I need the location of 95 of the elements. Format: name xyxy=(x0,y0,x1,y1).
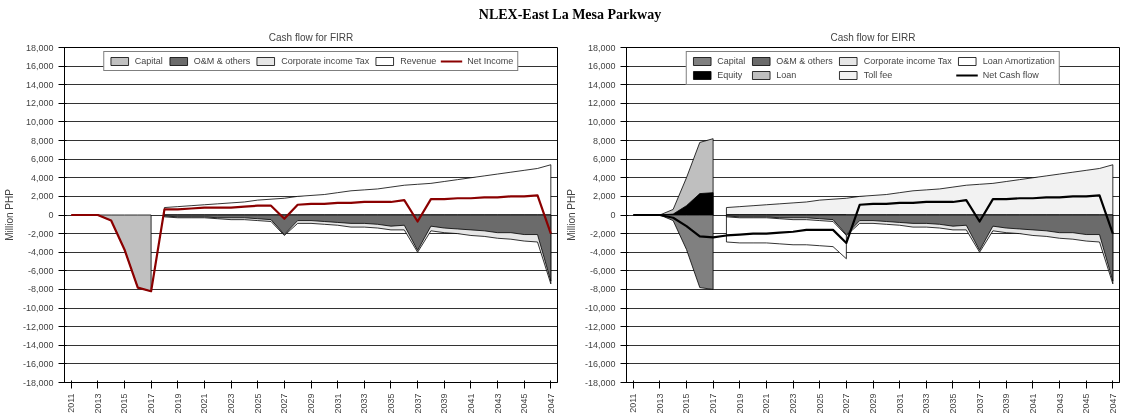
x-tick-label: 2043 xyxy=(1054,393,1065,414)
y-tick-label: 0 xyxy=(48,210,54,220)
x-tick-label: 2047 xyxy=(545,393,556,414)
y-tick-label: 18,000 xyxy=(25,42,54,53)
y-tick-label: -4,000 xyxy=(589,247,616,258)
x-tick-label: 2025 xyxy=(814,393,825,414)
chart-title: Cash flow for FIRR xyxy=(268,31,354,43)
y-tick-label: -8,000 xyxy=(27,284,54,295)
x-tick-label: 2011 xyxy=(628,393,639,413)
y-tick-label: -12,000 xyxy=(584,321,616,332)
y-tick-label: 12,000 xyxy=(25,98,54,109)
x-tick-label: 2043 xyxy=(492,393,503,414)
y-tick-label: 2,000 xyxy=(30,191,54,202)
chart-title: Cash flow for EIRR xyxy=(830,31,916,43)
y-tick-label: -4,000 xyxy=(27,247,54,258)
y-tick-label: -8,000 xyxy=(589,284,616,295)
x-tick-label: 2027 xyxy=(841,393,852,414)
y-tick-label: 8,000 xyxy=(592,135,616,146)
x-tick-label: 2041 xyxy=(1027,393,1038,414)
legend-label: Loan Amortization xyxy=(982,56,1055,66)
y-tick-label: 6,000 xyxy=(592,154,616,165)
y-axis-title: Million PHP xyxy=(565,188,577,241)
x-tick-label: 2035 xyxy=(385,393,396,414)
y-tick-label: 8,000 xyxy=(30,135,54,146)
legend-label: Corporate income Tax xyxy=(281,56,370,66)
legend-label: O&M & others xyxy=(193,56,251,66)
x-tick-label: 2031 xyxy=(894,393,905,414)
x-tick-label: 2011 xyxy=(66,393,77,413)
x-tick-label: 2041 xyxy=(465,393,476,414)
x-tick-label: 2017 xyxy=(708,393,719,414)
y-tick-label: 2,000 xyxy=(592,191,616,202)
y-tick-label: -12,000 xyxy=(22,321,54,332)
x-tick-label: 2047 xyxy=(1107,393,1118,414)
x-tick-label: 2023 xyxy=(226,393,237,414)
y-tick-label: -2,000 xyxy=(27,228,54,239)
x-tick-label: 2021 xyxy=(199,393,210,414)
y-tick-label: 16,000 xyxy=(587,61,616,72)
legend-label: Net Cash flow xyxy=(982,70,1039,80)
y-tick-label: 14,000 xyxy=(25,79,54,90)
y-tick-label: -10,000 xyxy=(584,303,616,314)
y-tick-label: -16,000 xyxy=(584,358,616,369)
y-tick-label: -6,000 xyxy=(589,265,616,276)
y-tick-label: -6,000 xyxy=(27,265,54,276)
x-tick-label: 2013 xyxy=(654,393,665,414)
x-tick-label: 2045 xyxy=(1081,393,1092,414)
x-tick-label: 2029 xyxy=(306,393,316,414)
legend-label: Revenue xyxy=(400,56,437,66)
legend-label: Net Income xyxy=(467,56,514,66)
x-tick-label: 2019 xyxy=(172,393,183,414)
y-tick-label: -10,000 xyxy=(22,303,54,314)
y-tick-label: -14,000 xyxy=(584,340,616,351)
x-tick-label: 2037 xyxy=(974,393,985,414)
y-tick-label: 18,000 xyxy=(587,42,616,53)
x-tick-label: 2013 xyxy=(92,393,103,414)
y-tick-label: 4,000 xyxy=(30,172,54,183)
y-tick-label: 10,000 xyxy=(587,116,616,127)
legend-label: Toll fee xyxy=(863,70,893,80)
x-tick-label: 2045 xyxy=(519,393,530,414)
chart-subtitle: NLEX-East La Mesa Parkway xyxy=(478,6,662,24)
legend-label: O&M & others xyxy=(776,56,833,66)
x-tick-label: 2025 xyxy=(252,393,263,414)
y-tick-label: -14,000 xyxy=(22,340,54,351)
legend-label: Capital xyxy=(134,56,163,66)
y-tick-label: 0 xyxy=(610,210,616,220)
x-tick-label: 2033 xyxy=(921,393,932,414)
y-tick-label: -18,000 xyxy=(22,377,54,388)
x-tick-label: 2019 xyxy=(734,393,745,414)
x-tick-label: 2029 xyxy=(868,393,878,414)
x-tick-label: 2039 xyxy=(439,393,450,414)
y-tick-label: 6,000 xyxy=(30,154,54,165)
legend-label: Capital xyxy=(717,56,746,66)
x-tick-label: 2031 xyxy=(332,393,343,414)
line-series xyxy=(70,194,552,293)
x-tick-label: 2021 xyxy=(761,393,772,414)
y-axis-title: Million PHP xyxy=(3,188,15,241)
x-tick-label: 2015 xyxy=(681,393,692,414)
y-tick-label: -16,000 xyxy=(22,358,54,369)
x-tick-label: 2027 xyxy=(279,393,290,414)
y-tick-label: 14,000 xyxy=(587,79,616,90)
y-tick-label: 16,000 xyxy=(25,61,54,72)
x-tick-label: 2015 xyxy=(119,393,130,414)
x-tick-label: 2023 xyxy=(788,393,799,414)
x-tick-label: 2033 xyxy=(359,393,370,414)
x-tick-label: 2039 xyxy=(1001,393,1012,414)
y-tick-label: -2,000 xyxy=(589,228,616,239)
x-tick-label: 2037 xyxy=(412,393,423,414)
y-tick-label: 10,000 xyxy=(25,116,54,127)
x-tick-label: 2035 xyxy=(947,393,958,414)
y-tick-label: 12,000 xyxy=(587,98,616,109)
y-tick-label: 4,000 xyxy=(592,172,616,183)
legend-label: Loan xyxy=(776,70,797,80)
legend-label: Equity xyxy=(717,70,743,80)
x-tick-label: 2017 xyxy=(146,393,157,414)
legend-label: Corporate income Tax xyxy=(863,56,952,66)
y-tick-label: -18,000 xyxy=(584,377,616,388)
